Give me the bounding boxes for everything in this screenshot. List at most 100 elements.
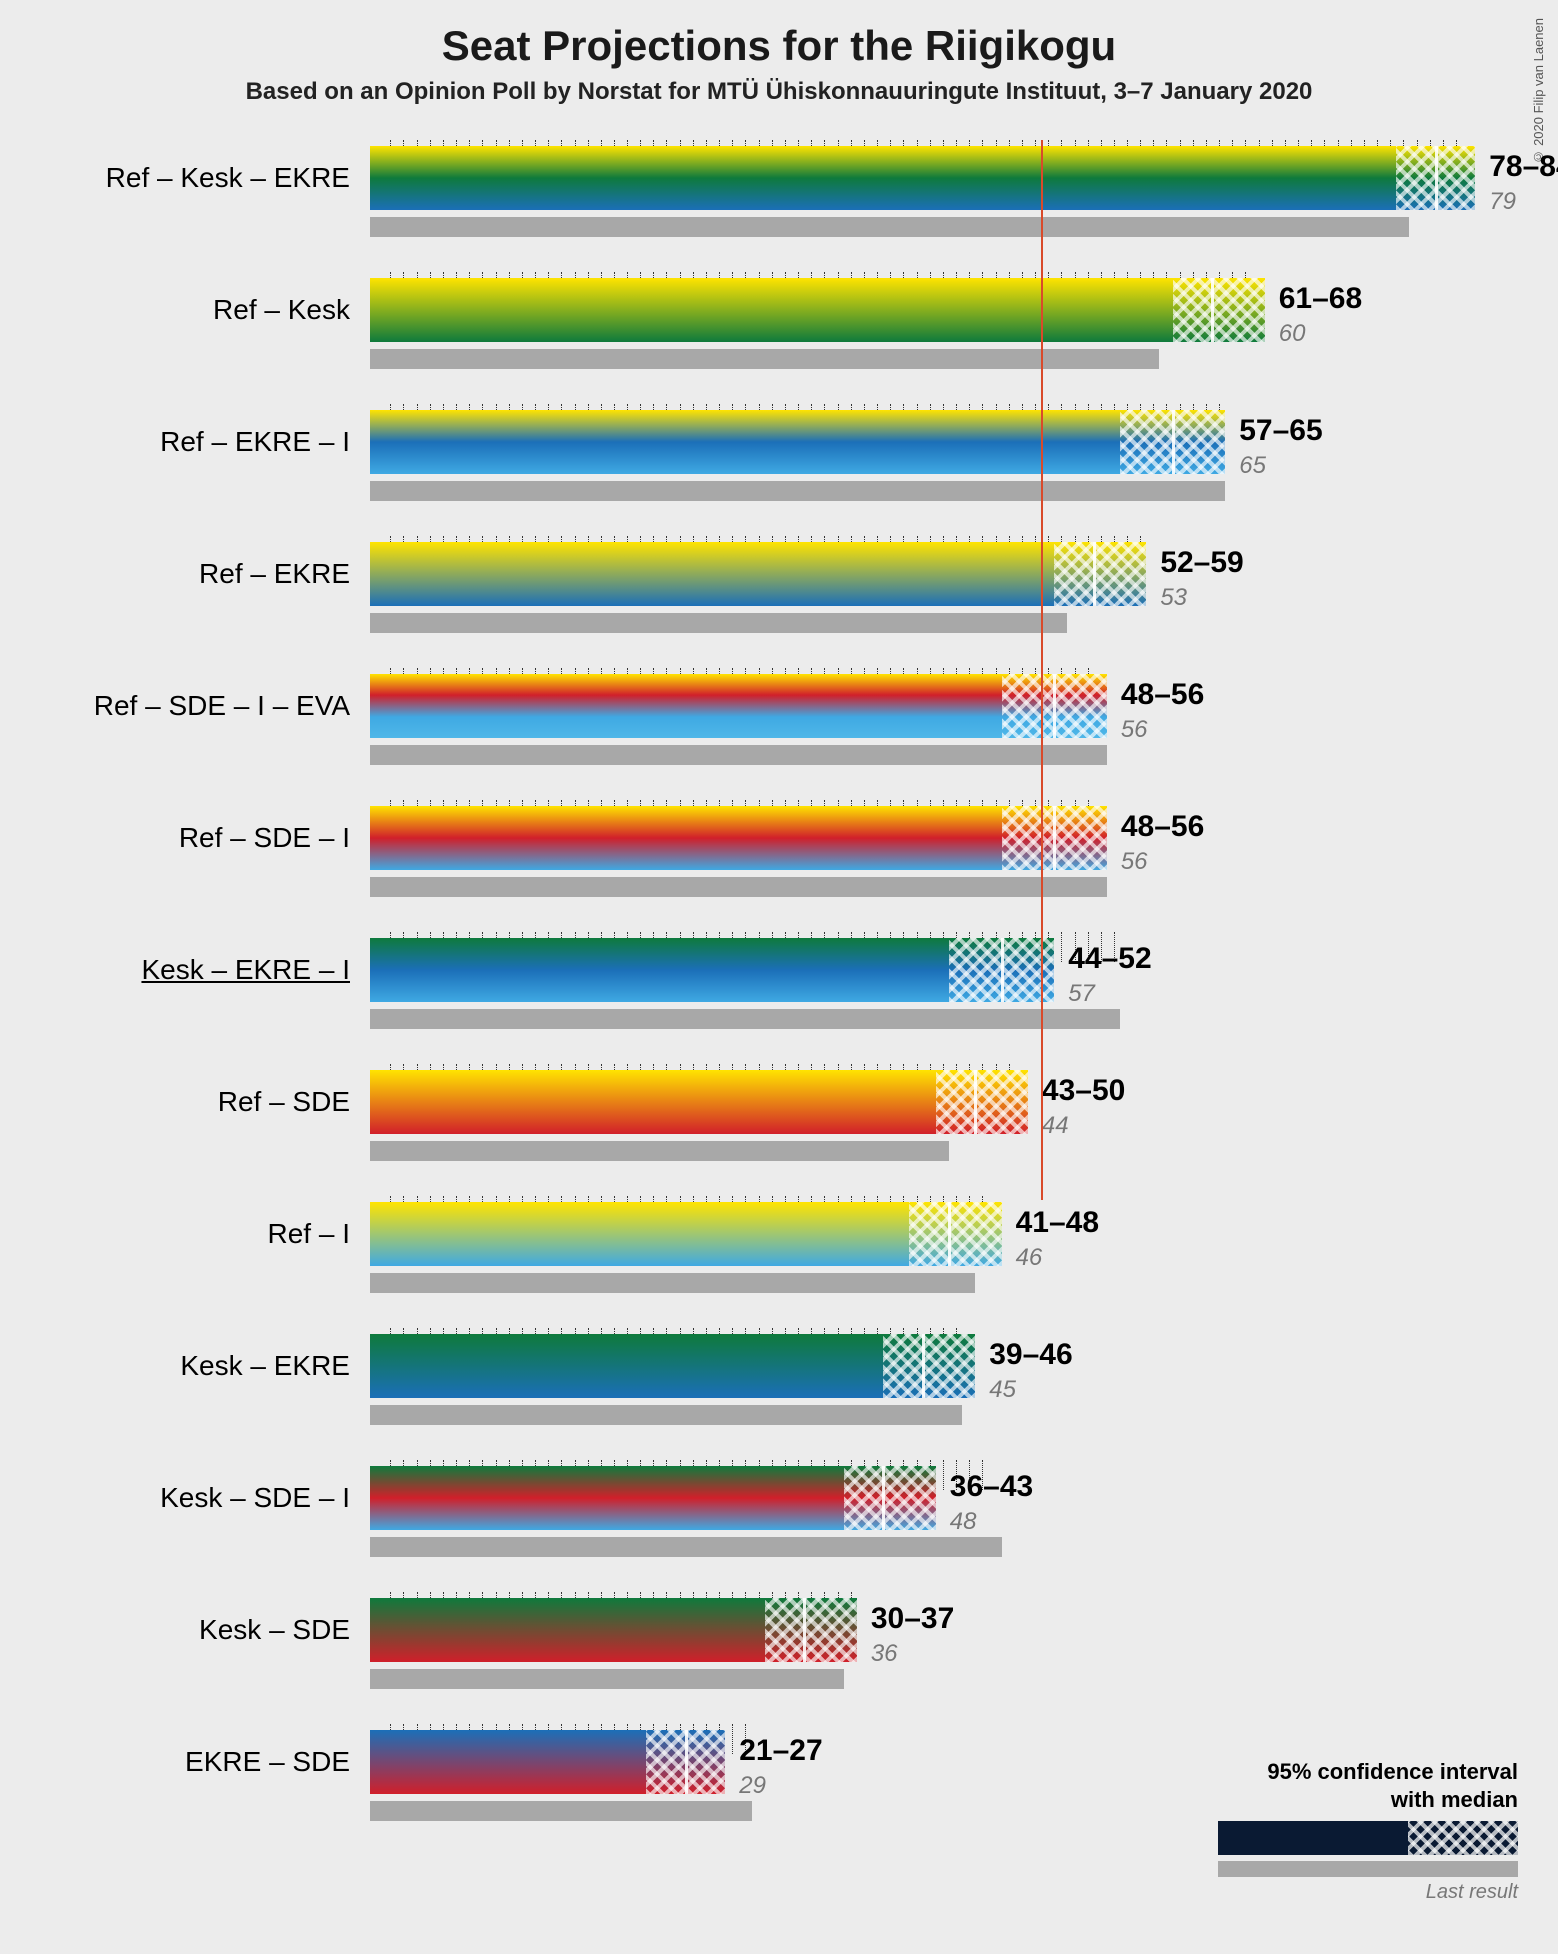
median-marker	[685, 1730, 688, 1794]
median-marker	[1093, 542, 1096, 606]
coalition-label: Kesk – EKRE – I	[0, 954, 350, 986]
last-result-label: 60	[1279, 320, 1306, 348]
range-label: 39–46	[989, 1338, 1072, 1372]
coalition-row: Ref – SDE – I – EVA48–5656	[0, 668, 1558, 800]
last-result-label: 53	[1160, 584, 1187, 612]
median-marker	[948, 1202, 951, 1266]
last-result-label: 57	[1068, 980, 1095, 1008]
median-marker	[1053, 674, 1056, 738]
legend-last-bar	[1218, 1861, 1518, 1877]
range-label: 78–84	[1489, 150, 1558, 184]
median-marker	[882, 1466, 885, 1530]
last-result-bar	[370, 481, 1225, 501]
last-result-bar	[370, 745, 1107, 765]
coalition-label: Ref – SDE	[0, 1086, 350, 1118]
last-result-bar	[370, 1537, 1002, 1557]
last-result-label: 29	[739, 1772, 766, 1800]
last-result-label: 44	[1042, 1112, 1069, 1140]
last-result-bar	[370, 613, 1067, 633]
range-label: 30–37	[871, 1602, 954, 1636]
projection-bar	[370, 146, 1475, 210]
last-result-label: 45	[989, 1376, 1016, 1404]
coalition-label: Ref – Kesk	[0, 294, 350, 326]
legend-last-text: Last result	[1198, 1881, 1518, 1904]
majority-threshold-line	[1041, 140, 1043, 1200]
projection-bar	[370, 542, 1146, 606]
last-result-label: 65	[1239, 452, 1266, 480]
chart-title: Seat Projections for the Riigikogu	[0, 22, 1558, 70]
legend-ci-bar	[1218, 1821, 1518, 1855]
coalition-label: Ref – EKRE – I	[0, 426, 350, 458]
projection-bar	[370, 1070, 1028, 1134]
coalition-row: Ref – SDE 43–50 44	[0, 1064, 1558, 1196]
range-label: 41–48	[1016, 1206, 1099, 1240]
plot-area: Ref – Kesk – EKRE 78–84 79 Ref – Kesk 61–68 6…	[0, 140, 1558, 1910]
confidence-interval-hatch	[936, 1070, 1028, 1134]
range-label: 36–43	[950, 1470, 1033, 1504]
coalition-row: Kesk – EKRE 39–46 45	[0, 1328, 1558, 1460]
range-label: 57–65	[1239, 414, 1322, 448]
coalition-row: Ref – EKRE – I 57–65 65	[0, 404, 1558, 536]
chart-container: Seat Projections for the Riigikogu Based…	[0, 0, 1558, 1954]
confidence-interval-hatch	[1173, 278, 1265, 342]
median-marker	[1172, 410, 1175, 474]
projection-bar	[370, 278, 1265, 342]
last-result-bar	[370, 1801, 752, 1821]
coalition-label: Ref – EKRE	[0, 558, 350, 590]
median-marker	[1001, 938, 1004, 1002]
confidence-interval-hatch	[909, 1202, 1001, 1266]
coalition-row: Ref – EKRE 52–59 53	[0, 536, 1558, 668]
projection-bar	[370, 1202, 1002, 1266]
median-marker	[974, 1070, 977, 1134]
range-label: 43–50	[1042, 1074, 1125, 1108]
chart-subtitle: Based on an Opinion Poll by Norstat for …	[0, 78, 1558, 106]
coalition-label: EKRE – SDE	[0, 1746, 350, 1778]
median-marker	[1435, 146, 1438, 210]
median-marker	[803, 1598, 806, 1662]
coalition-row: Kesk – SDE – I 36–43 48	[0, 1460, 1558, 1592]
range-label: 48–56	[1121, 678, 1204, 712]
last-result-bar	[370, 217, 1409, 237]
legend: 95% confidence intervalwith median Last …	[1198, 1758, 1518, 1904]
last-result-bar	[370, 1669, 844, 1689]
last-result-label: 79	[1489, 188, 1516, 216]
range-label: 61–68	[1279, 282, 1362, 316]
last-result-bar	[370, 1405, 962, 1425]
projection-bar	[370, 806, 1107, 870]
projection-bar	[370, 674, 1107, 738]
coalition-label: Ref – SDE – I	[0, 822, 350, 854]
range-label: 21–27	[739, 1734, 822, 1768]
last-result-label: 46	[1016, 1244, 1043, 1272]
coalition-label: Kesk – EKRE	[0, 1350, 350, 1382]
last-result-label: 48	[950, 1508, 977, 1536]
coalition-label: Ref – SDE – I – EVA	[0, 690, 350, 722]
last-result-bar	[370, 1009, 1120, 1029]
coalition-label: Kesk – SDE	[0, 1614, 350, 1646]
confidence-interval-hatch	[765, 1598, 857, 1662]
legend-ci-hatch	[1408, 1821, 1518, 1855]
range-label: 44–52	[1068, 942, 1151, 976]
projection-bar	[370, 410, 1225, 474]
legend-ci-text: 95% confidence intervalwith median	[1198, 1758, 1518, 1813]
coalition-row: Ref – Kesk 61–68 60	[0, 272, 1558, 404]
coalition-row: Ref – Kesk – EKRE 78–84 79	[0, 140, 1558, 272]
confidence-interval-hatch	[1054, 542, 1146, 606]
last-result-bar	[370, 1273, 975, 1293]
median-marker	[1211, 278, 1214, 342]
confidence-interval-hatch	[883, 1334, 975, 1398]
coalition-label: Ref – Kesk – EKRE	[0, 162, 350, 194]
range-label: 48–56	[1121, 810, 1204, 844]
last-result-bar	[370, 1141, 949, 1161]
coalition-row: Kesk – SDE 30–37 36	[0, 1592, 1558, 1724]
median-marker	[922, 1334, 925, 1398]
coalition-row: Kesk – EKRE – I 44–52 57	[0, 932, 1558, 1064]
last-result-label: 36	[871, 1640, 898, 1668]
coalition-label: Kesk – SDE – I	[0, 1482, 350, 1514]
confidence-interval-hatch	[844, 1466, 936, 1530]
last-result-bar	[370, 877, 1107, 897]
coalition-row: Ref – I 41–48 46	[0, 1196, 1558, 1328]
coalition-label: Ref – I	[0, 1218, 350, 1250]
coalition-row: Ref – SDE – I 48–56 56	[0, 800, 1558, 932]
range-label: 52–59	[1160, 546, 1243, 580]
last-result-label: 56	[1121, 848, 1148, 876]
